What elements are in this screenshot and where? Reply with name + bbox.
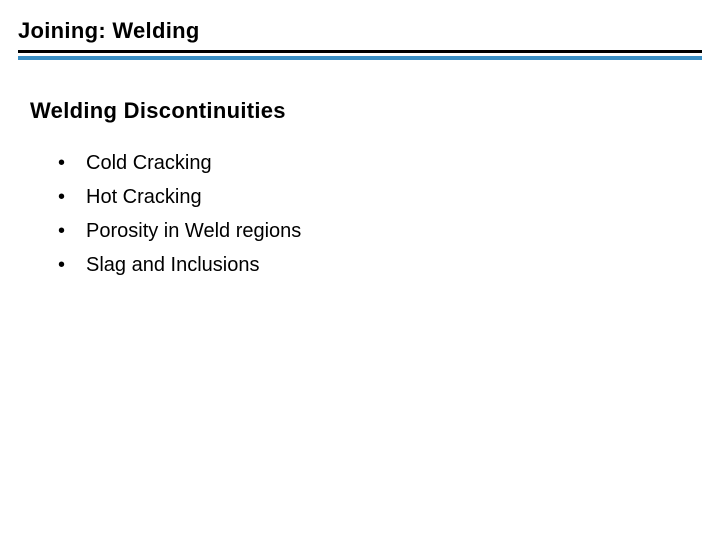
bullet-icon: •: [58, 218, 86, 244]
section-heading: Welding Discontinuities: [30, 98, 690, 124]
list-item: • Slag and Inclusions: [58, 252, 690, 278]
list-item-text: Cold Cracking: [86, 150, 212, 176]
list-item-text: Hot Cracking: [86, 184, 202, 210]
list-item-text: Slag and Inclusions: [86, 252, 259, 278]
bullet-icon: •: [58, 252, 86, 278]
list-item: • Cold Cracking: [58, 150, 690, 176]
content: Welding Discontinuities • Cold Cracking …: [0, 60, 720, 278]
bullet-icon: •: [58, 150, 86, 176]
list-item-text: Porosity in Weld regions: [86, 218, 301, 244]
list-item: • Porosity in Weld regions: [58, 218, 690, 244]
list-item: • Hot Cracking: [58, 184, 690, 210]
title-underline: [18, 50, 702, 53]
bullet-list: • Cold Cracking • Hot Cracking • Porosit…: [30, 150, 690, 278]
bullet-icon: •: [58, 184, 86, 210]
page-title: Joining: Welding: [18, 18, 702, 50]
header: Joining: Welding: [0, 0, 720, 60]
